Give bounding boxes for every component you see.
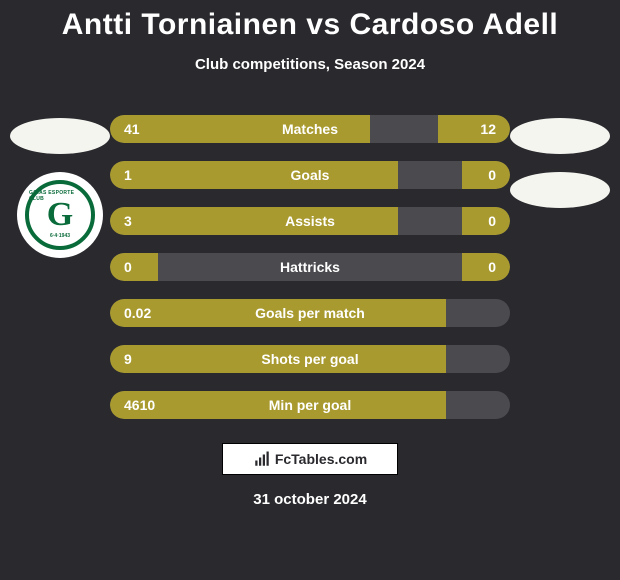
stat-label: Matches	[110, 115, 510, 143]
branding-text: FcTables.com	[275, 451, 367, 467]
stat-label: Hattricks	[110, 253, 510, 281]
stat-row: 9Shots per goal	[110, 345, 510, 373]
stat-row: 0.02Goals per match	[110, 299, 510, 327]
stat-label: Assists	[110, 207, 510, 235]
logos-left: GOIAS ESPORTE CLUBG6·4·1943	[10, 118, 110, 258]
stat-label: Goals per match	[110, 299, 510, 327]
stat-bars: 4112Matches 10Goals 30Assists 00Hattricks 0.…	[110, 115, 510, 419]
club-logo-right-2	[510, 172, 610, 208]
club-logo-top-text: GOIAS ESPORTE CLUB	[29, 190, 91, 202]
stat-row: 4112Matches	[110, 115, 510, 143]
stat-row: 00Hattricks	[110, 253, 510, 281]
date: 31 october 2024	[0, 491, 620, 508]
club-logo-bot-text: 6·4·1943	[50, 233, 70, 239]
subtitle: Club competitions, Season 2024	[0, 56, 620, 73]
branding-box: FcTables.com	[222, 443, 398, 475]
stat-row: 10Goals	[110, 161, 510, 189]
stat-row: 4610Min per goal	[110, 391, 510, 419]
logos-right	[510, 118, 610, 208]
club-logo-goias: GOIAS ESPORTE CLUBG6·4·1943	[17, 172, 103, 258]
chart-icon	[253, 450, 271, 468]
club-logo-right-1	[510, 118, 610, 154]
stat-label: Goals	[110, 161, 510, 189]
page-title: Antti Torniainen vs Cardoso Adell	[0, 0, 620, 42]
club-logo-left-1	[10, 118, 110, 154]
stat-label: Shots per goal	[110, 345, 510, 373]
stat-row: 30Assists	[110, 207, 510, 235]
stat-label: Min per goal	[110, 391, 510, 419]
